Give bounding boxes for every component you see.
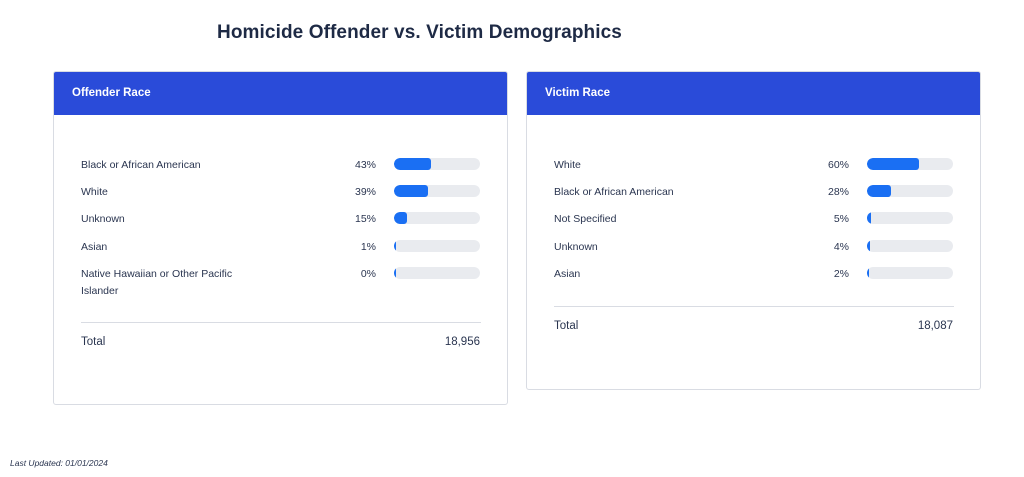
victim-category-label: Unknown [554,241,598,253]
offender-bar [394,212,407,224]
victim-bar [867,240,871,252]
offender-category-label: Unknown [81,213,125,225]
offender-bar [394,158,431,170]
offender-category-label: Black or African American [81,159,201,171]
offender-category-label: Asian [81,241,108,253]
victim-bar-track [867,240,953,252]
offender-bar-track [394,240,480,252]
offender-percent-label: 39% [354,186,376,198]
offender-race-card: Offender Race Total 18,956 Black or Afri… [53,71,508,405]
offender-total-label: Total [81,336,106,348]
page-title: Homicide Offender vs. Victim Demographic… [217,22,622,43]
offender-category-label: Native Hawaiian or Other Pacific Islande… [81,268,233,297]
victim-race-card: Victim Race Total 18,087 White 60% Black o… [526,71,981,390]
victim-divider [554,306,954,307]
offender-bar [394,185,428,197]
victim-bar [867,212,872,224]
offender-total-value: 18,956 [444,336,480,348]
offender-card-title: Offender Race [72,87,151,99]
offender-bar-track [394,267,480,279]
victim-bar-track [867,158,953,170]
victim-total-label: Total [554,320,579,332]
victim-category-label: White [554,159,581,171]
victim-bar-track [867,212,953,224]
offender-bar-track [394,212,480,224]
victim-percent-label: 4% [833,241,849,253]
offender-percent-label: 43% [354,159,376,171]
last-updated: Last Updated: 01/01/2024 [10,458,108,468]
victim-percent-label: 28% [827,186,849,198]
offender-bar [394,240,396,252]
victim-bar [867,267,869,279]
victim-percent-label: 60% [827,159,849,171]
offender-category-label: White [81,186,108,198]
victim-card-header: Victim Race [527,72,980,115]
offender-divider [81,322,481,323]
offender-bar-track [394,185,480,197]
offender-bar [394,267,396,279]
offender-percent-label: 1% [360,241,376,253]
offender-card-header: Offender Race [54,72,507,115]
victim-percent-label: 5% [833,213,849,225]
victim-category-label: Black or African American [554,186,674,198]
victim-category-label: Not Specified [554,213,617,225]
victim-bar [867,185,892,197]
victim-bar [867,158,919,170]
offender-percent-label: 0% [360,268,376,280]
offender-percent-label: 15% [354,213,376,225]
victim-percent-label: 2% [833,268,849,280]
victim-category-label: Asian [554,268,581,280]
victim-total-value: 18,087 [917,320,953,332]
victim-card-title: Victim Race [545,87,610,99]
victim-bar-track [867,267,953,279]
victim-bar-track [867,185,953,197]
offender-bar-track [394,158,480,170]
